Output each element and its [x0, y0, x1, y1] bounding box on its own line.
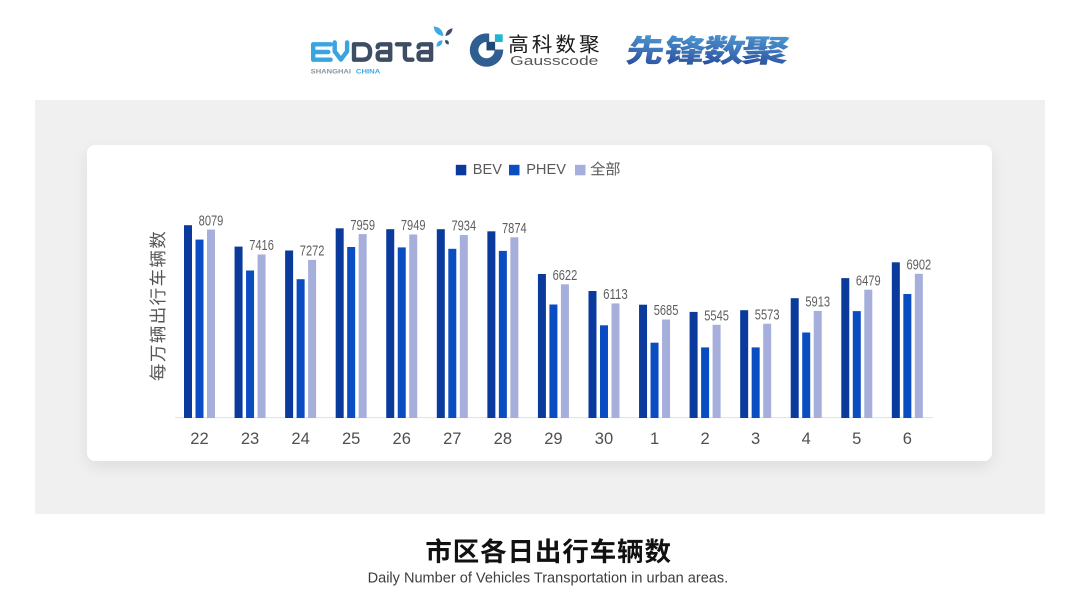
svg-text:CHINA: CHINA: [356, 70, 381, 76]
svg-text:7959: 7959: [350, 218, 375, 234]
svg-text:26: 26: [393, 430, 411, 448]
svg-text:5: 5: [852, 430, 861, 448]
svg-text:5545: 5545: [704, 308, 729, 324]
svg-text:7874: 7874: [502, 221, 527, 237]
svg-text:7272: 7272: [300, 244, 325, 260]
svg-text:23: 23: [241, 430, 259, 448]
svg-text:SHANGHAI: SHANGHAI: [311, 70, 352, 76]
svg-text:6902: 6902: [906, 258, 931, 274]
svg-text:7949: 7949: [401, 218, 426, 234]
svg-text:30: 30: [595, 430, 613, 448]
svg-text:6479: 6479: [856, 273, 881, 289]
svg-text:5685: 5685: [654, 303, 679, 319]
svg-text:2: 2: [701, 430, 710, 448]
svg-text:5573: 5573: [755, 307, 780, 323]
svg-text:1: 1: [650, 430, 659, 448]
svg-text:3: 3: [751, 430, 760, 448]
svg-text:8079: 8079: [199, 213, 224, 229]
svg-text:24: 24: [291, 430, 309, 448]
svg-text:22: 22: [190, 430, 208, 448]
svg-text:Gausscode: Gausscode: [510, 53, 598, 68]
svg-text:29: 29: [544, 430, 562, 448]
svg-text:BEV: BEV: [473, 162, 502, 178]
svg-text:PHEV: PHEV: [526, 162, 566, 178]
svg-text:Daily Number of Vehicles Trans: Daily Number of Vehicles Transportation …: [368, 570, 729, 587]
svg-text:4: 4: [802, 430, 811, 448]
svg-text:6113: 6113: [603, 287, 628, 303]
svg-text:7416: 7416: [249, 238, 274, 254]
svg-text:25: 25: [342, 430, 360, 448]
svg-text:6: 6: [903, 430, 912, 448]
svg-text:7934: 7934: [451, 219, 476, 235]
svg-text:28: 28: [494, 430, 512, 448]
svg-text:27: 27: [443, 430, 461, 448]
svg-text:5913: 5913: [805, 295, 830, 311]
svg-text:6622: 6622: [553, 268, 578, 284]
